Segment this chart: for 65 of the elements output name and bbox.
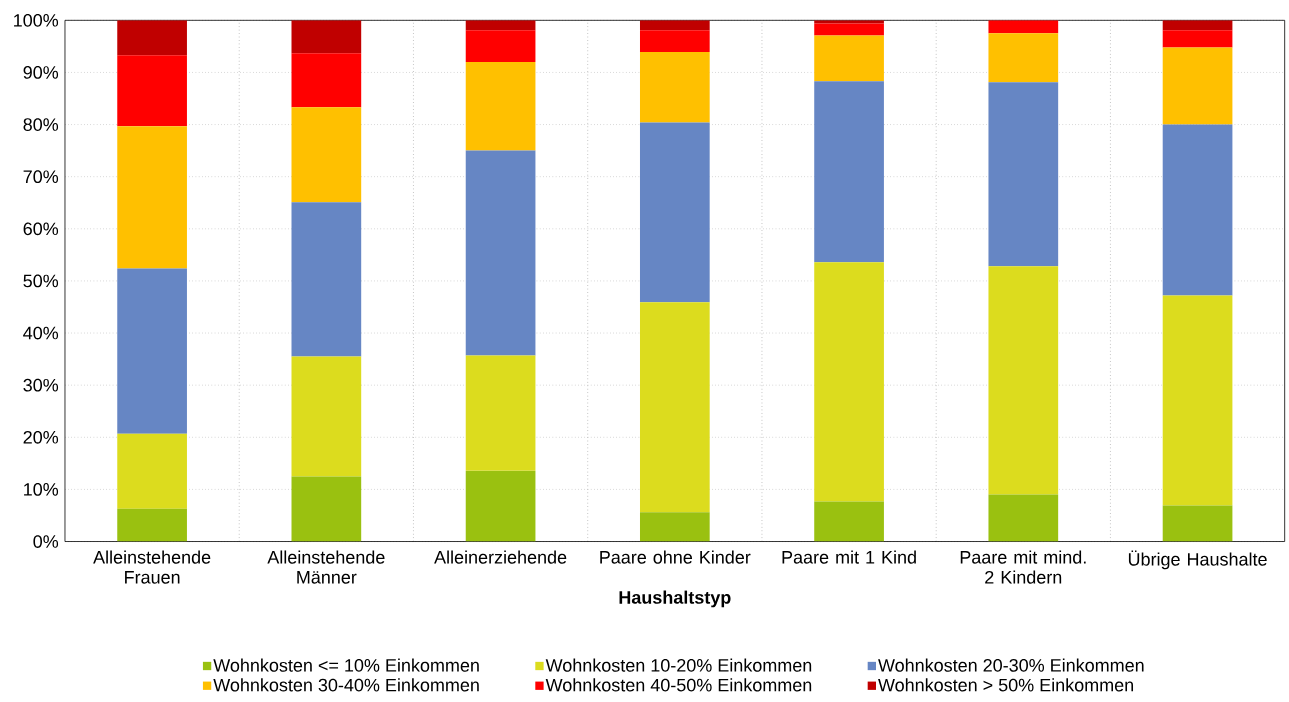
legend-label: Wohnkosten > 50% Einkommen [878,678,1134,692]
bar [465,20,536,30]
x-tick-label: Paare ohne Kinder [600,550,751,564]
x-tick-label: Übrige Haushalte [1128,550,1267,570]
bar [988,20,1059,34]
bar [291,356,362,477]
bar [814,501,884,542]
bar [1162,29,1233,48]
bar [117,508,187,542]
y-tick-label: 100% [14,13,59,27]
bar [291,20,362,53]
y-tick-label: 70% [23,170,59,183]
bar [1162,505,1233,542]
bar [291,476,362,542]
bar [639,29,710,52]
bar [291,107,362,202]
y-tick-label: 50% [23,274,59,288]
bar [117,55,187,126]
y-tick-label: 30% [23,378,59,392]
legend-label: Wohnkosten 40-50% Einkommen [545,678,812,692]
bar [988,494,1059,542]
y-tick-label: 20% [23,430,59,444]
legend-label: Wohnkosten 20-30% Einkommen [878,658,1144,672]
bar [1162,124,1233,296]
bar [117,20,187,56]
bar [1162,295,1233,506]
x-tick-label: Alleinstehende Männer [267,550,385,584]
bar [988,33,1059,83]
bar [291,201,362,357]
bar [814,81,884,262]
y-tick-label: 40% [23,326,59,340]
y-tick-label: 80% [23,117,59,131]
x-axis-title: Haushaltstyp [619,590,731,608]
legend-label: Wohnkosten <= 10% Einkommen [213,658,479,672]
bar [465,355,536,471]
bar [291,52,362,108]
bar [117,125,187,269]
bar [814,35,884,82]
y-tick-label: 0% [33,534,59,548]
bar [1162,47,1233,125]
bar [465,470,536,542]
bar [639,302,710,513]
bar [117,433,187,509]
bar [988,266,1059,495]
x-tick-label: Alleinstehende Frauen [93,550,211,584]
bar [1162,20,1233,30]
x-tick-label: Paare mit 1 Kind [782,550,916,564]
bar [465,61,536,151]
x-tick-label: Paare mit mind. 2 Kindern [960,550,1086,584]
bar [639,122,710,303]
bar [814,23,884,36]
x-tick-label: Alleinerziehende [434,550,567,564]
bar [639,51,710,123]
bar [814,261,884,502]
y-tick-label: 90% [23,65,59,79]
bar [465,150,536,356]
bar [117,268,187,434]
legend-label: Wohnkosten 30-40% Einkommen [213,678,479,692]
legend-label: Wohnkosten 10-20% Einkommen [545,658,812,672]
bar [639,20,710,30]
bar [639,512,710,542]
bar [465,29,536,62]
y-tick-label: 60% [23,222,59,235]
y-tick-label: 10% [24,482,59,496]
bar [988,82,1059,267]
